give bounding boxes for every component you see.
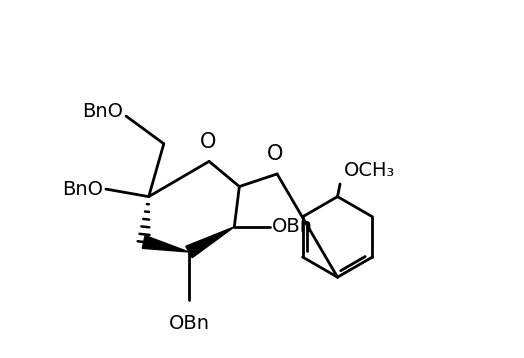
Text: O: O <box>266 144 283 164</box>
Polygon shape <box>142 236 189 252</box>
Text: O: O <box>200 132 216 152</box>
Text: BnO: BnO <box>62 180 103 199</box>
Polygon shape <box>186 227 234 258</box>
Text: BnO: BnO <box>83 102 124 121</box>
Text: OBn: OBn <box>272 217 313 236</box>
Text: OBn: OBn <box>169 314 210 333</box>
Text: OCH₃: OCH₃ <box>344 161 395 180</box>
